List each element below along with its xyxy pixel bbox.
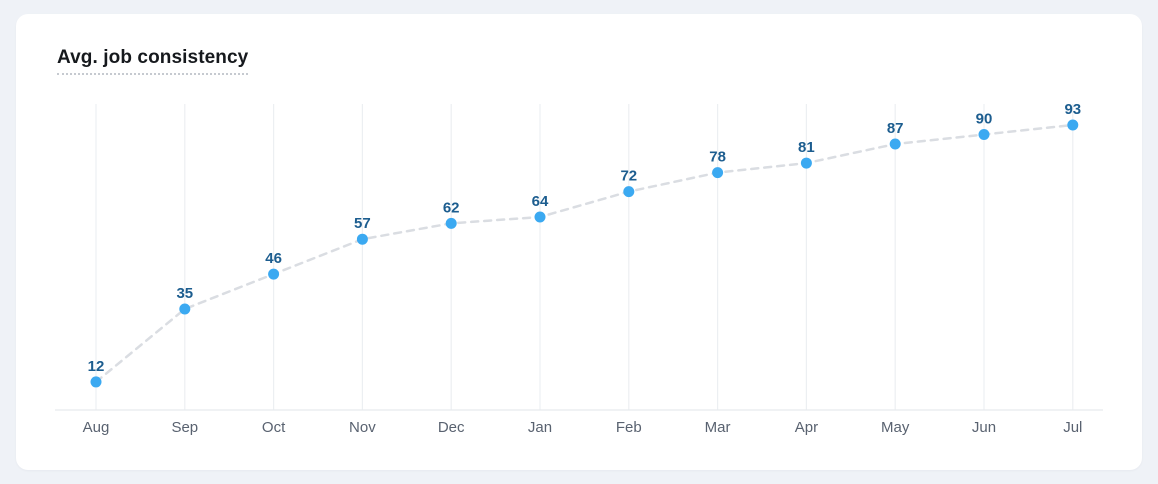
month-label: Jul (1063, 419, 1082, 436)
data-point[interactable] (800, 157, 812, 169)
point-value-label: 64 (532, 193, 549, 210)
avg-job-consistency-card: Avg. job consistency 12 Aug 35 Sep 46 Oct 57 No… (16, 14, 1142, 470)
point-value-label: 81 (798, 139, 815, 156)
data-point[interactable] (712, 167, 724, 179)
month-label: May (881, 419, 910, 436)
line-chart: 12 Aug 35 Sep 46 Oct 57 Nov 62 Dec 64 Jan 72 Feb 78 Mar… (52, 96, 1128, 452)
data-point[interactable] (1067, 119, 1079, 131)
data-point[interactable] (445, 217, 457, 229)
point-value-label: 35 (176, 285, 193, 302)
data-point[interactable] (179, 303, 191, 315)
data-point[interactable] (623, 186, 635, 198)
point-value-label: 78 (709, 149, 726, 166)
data-point[interactable] (978, 129, 990, 141)
data-point[interactable] (534, 211, 546, 223)
point-value-label: 57 (354, 215, 371, 232)
month-label: Jun (972, 419, 996, 436)
point-value-label: 93 (1064, 101, 1081, 118)
point-value-label: 12 (88, 358, 105, 375)
month-label: Mar (705, 419, 731, 436)
month-label: Aug (83, 419, 110, 436)
month-label: Nov (349, 419, 376, 436)
point-value-label: 72 (620, 168, 637, 185)
chart-canvas: 12 Aug 35 Sep 46 Oct 57 Nov 62 Dec 64 Jan 72 Feb 78 Mar… (55, 101, 1103, 436)
point-value-label: 46 (265, 250, 282, 267)
point-value-label: 87 (887, 120, 904, 137)
point-value-label: 90 (976, 111, 993, 128)
data-point[interactable] (268, 268, 280, 280)
month-label: Jan (528, 419, 552, 436)
data-point[interactable] (90, 376, 102, 388)
month-label: Sep (171, 419, 198, 436)
month-label: Apr (795, 419, 818, 436)
month-label: Oct (262, 419, 286, 436)
month-label: Feb (616, 419, 642, 436)
trend-line (94, 123, 1075, 384)
chart-title[interactable]: Avg. job consistency (57, 47, 249, 75)
data-point[interactable] (889, 138, 901, 150)
data-point[interactable] (356, 233, 368, 245)
month-label: Dec (438, 419, 465, 436)
point-value-label: 62 (443, 199, 460, 216)
